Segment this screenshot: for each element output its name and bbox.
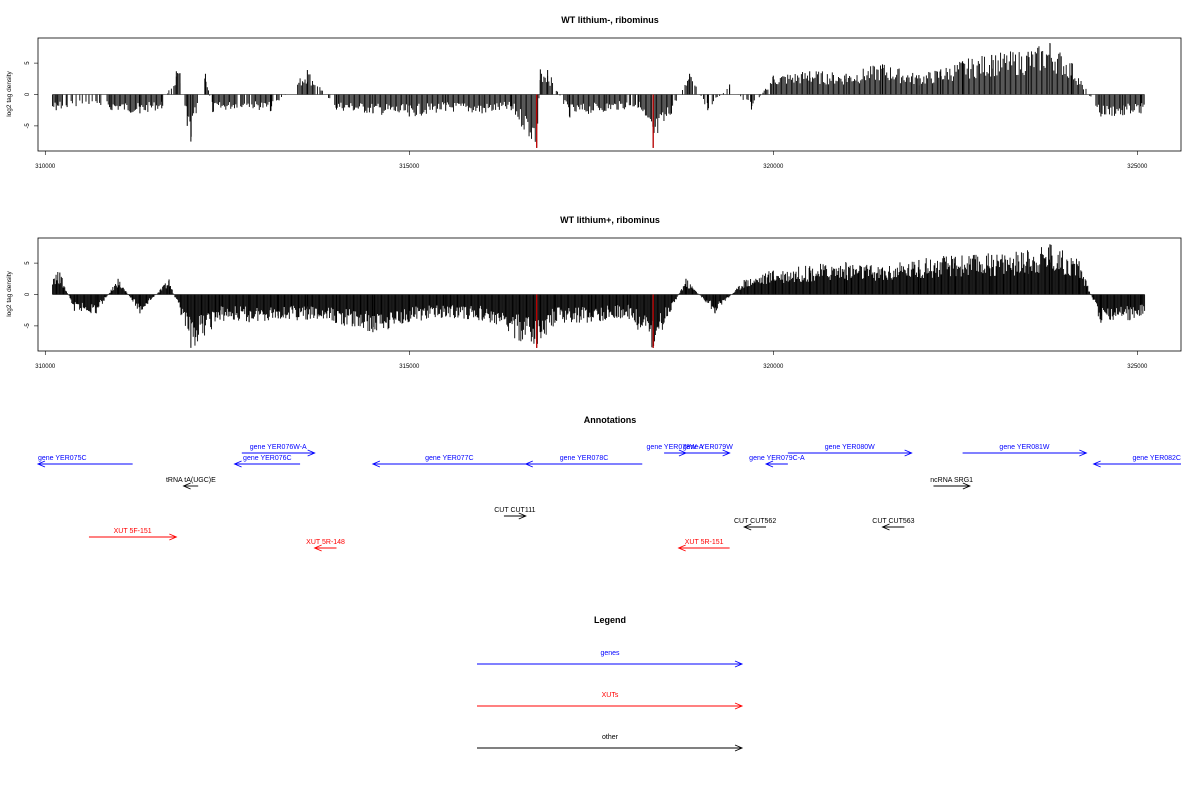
legend-panel: Legend genes XUTs other [477, 615, 744, 752]
arrow-head [307, 449, 316, 457]
feature-label: tRNA tA(UGC)E [166, 477, 216, 484]
y-tick-label: 0 [25, 92, 31, 96]
track-panel-lithium-plus: WT lithium+, ribominus log2 tag density … [6, 215, 1182, 370]
feature-gene: gene YER078C [524, 455, 643, 468]
arrow-head [734, 660, 744, 668]
feature-label: CUT CUT562 [734, 518, 776, 525]
arrow-head [518, 512, 527, 520]
feature-gene: gene YER079C-A [749, 455, 805, 468]
x-axis: 310000 315000 320000 325000 [35, 351, 1148, 370]
feature-label: ncRNA SRG1 [930, 477, 973, 484]
annotations-title: Annotations [584, 415, 637, 425]
arrow-head [524, 460, 533, 468]
feature-label: gene YER076W-A [250, 444, 307, 451]
feature-gene: gene YER077C [371, 455, 526, 468]
density-bars [52, 43, 1145, 148]
y-tick-label: -5 [25, 323, 31, 329]
arrow-head [881, 523, 890, 531]
arrow-head [1079, 449, 1088, 457]
feature-gene: gene YER076C [233, 455, 301, 468]
legend-label: other [602, 734, 619, 741]
feature-other: CUT CUT111 [494, 507, 536, 520]
legend-title: Legend [594, 615, 626, 625]
feature-label: gene YER082C [1132, 455, 1181, 462]
x-tick-label: 315000 [399, 164, 420, 170]
arrow-head [764, 460, 774, 468]
feature-label: gene YER078C [560, 455, 609, 462]
feature-label: gene YER077C [425, 455, 474, 462]
feature-label: XUT 5R-148 [306, 539, 345, 546]
feature-label: gene YER079W [683, 444, 733, 451]
track-title: WT lithium+, ribominus [560, 215, 660, 225]
feature-label: XUT 5F-151 [114, 528, 152, 535]
feature-label: gene YER081W [999, 444, 1049, 451]
y-tick-label: 5 [25, 261, 31, 265]
arrow-head [677, 544, 686, 552]
x-tick-label: 325000 [1127, 164, 1148, 170]
arrow-head [1092, 460, 1101, 468]
x-tick-label: 315000 [399, 364, 420, 370]
density-bars [52, 244, 1146, 348]
feature-xut: XUT 5R-148 [306, 539, 345, 552]
legend-label: genes [600, 650, 620, 657]
feature-arrows: gene YER075C gene YER076W-A gene YER076C tR… [36, 444, 1181, 552]
y-axis-label: log2 tag density [6, 270, 13, 316]
feature-label: XUT 5R-151 [685, 539, 724, 546]
y-tick-label: 5 [25, 61, 31, 65]
track-panel-lithium-minus: WT lithium-, ribominus log2 tag density … [6, 15, 1182, 170]
legend-entry-gene: genes [477, 650, 744, 668]
legend-entry-other: other [477, 734, 744, 752]
arrow-head [734, 702, 744, 710]
track-title: WT lithium-, ribominus [561, 15, 659, 25]
feature-label: CUT CUT563 [872, 518, 914, 525]
feature-label: gene YER076C [243, 455, 292, 462]
feature-xut: XUT 5R-151 [677, 539, 730, 552]
x-tick-label: 325000 [1127, 364, 1148, 370]
feature-other: CUT CUT563 [872, 518, 915, 531]
feature-gene: gene YER075C [36, 455, 133, 468]
feature-other: tRNA tA(UGC)E [166, 477, 216, 490]
x-tick-label: 310000 [35, 164, 56, 170]
legend-entries: genes XUTs other [477, 650, 744, 752]
arrow-head [743, 523, 752, 531]
feature-gene: gene YER082C [1092, 455, 1181, 468]
feature-label: gene YER080W [825, 444, 875, 451]
arrow-head [233, 460, 242, 468]
arrow-head [904, 449, 913, 457]
x-tick-label: 320000 [763, 364, 784, 370]
arrow-head [169, 533, 178, 541]
x-tick-label: 310000 [35, 364, 56, 370]
y-axis: -5 0 5 [25, 261, 38, 329]
feature-label: gene YER075C [38, 455, 87, 462]
feature-gene: gene YER081W [962, 444, 1088, 457]
legend-entry-xut: XUTs [477, 692, 744, 710]
legend-label: XUTs [602, 692, 619, 699]
arrow-head [722, 449, 731, 457]
x-axis: 310000 315000 320000 325000 [35, 151, 1148, 170]
feature-gene: gene YER079W [683, 444, 733, 457]
feature-label: CUT CUT111 [494, 507, 535, 514]
feature-other: ncRNA SRG1 [930, 477, 973, 490]
arrow-head [313, 544, 322, 552]
arrow-head [36, 460, 46, 468]
y-tick-label: 0 [25, 292, 31, 296]
y-tick-label: -5 [25, 123, 31, 129]
feature-other: CUT CUT562 [734, 518, 776, 531]
arrow-head [734, 744, 744, 752]
y-axis: -5 0 5 [25, 61, 38, 129]
arrow-head [962, 482, 972, 490]
feature-xut: XUT 5F-151 [88, 528, 178, 541]
feature-label: gene YER079C-A [749, 455, 805, 462]
feature-gene: gene YER076W-A [241, 444, 316, 457]
y-axis-label: log2 tag density [6, 70, 13, 116]
arrow-head [182, 482, 191, 490]
x-tick-label: 320000 [763, 164, 784, 170]
feature-label: gene YER078W-A [647, 444, 704, 451]
arrow-head [371, 460, 381, 468]
feature-gene: gene YER080W [787, 444, 913, 457]
